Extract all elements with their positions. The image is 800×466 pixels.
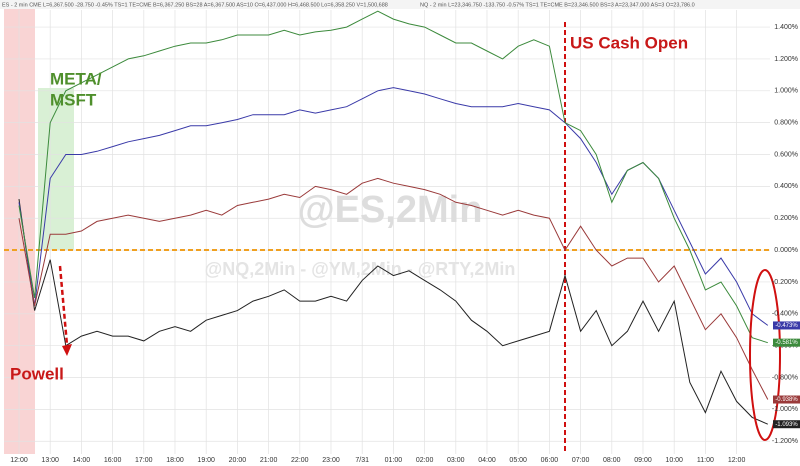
x-tick-label: 08:00 bbox=[603, 457, 621, 464]
x-tick-label: 07:00 bbox=[572, 457, 590, 464]
price-tag bbox=[773, 338, 800, 347]
x-tick-label: 04:00 bbox=[478, 457, 496, 464]
series-line bbox=[18, 199, 768, 425]
y-tick-label: 1.000% bbox=[774, 88, 798, 95]
y-tick-label: -1.200% bbox=[772, 438, 798, 445]
header-text: NQ - 2 min L=23,346.750 -133.750 -0.57% … bbox=[420, 2, 695, 8]
series-line bbox=[18, 10, 768, 344]
x-tick-label: 12:00 bbox=[728, 457, 746, 464]
highlight-ellipse bbox=[749, 269, 781, 441]
x-tick-label: 03:00 bbox=[447, 457, 465, 464]
y-tick-label: -1.000% bbox=[772, 406, 798, 413]
x-tick-label: 23:00 bbox=[322, 457, 340, 464]
x-tick-label: 16:00 bbox=[104, 457, 122, 464]
watermark: @NQ,2Min - @YM,2Min - @RTY,2Min bbox=[205, 259, 516, 279]
annotation: META/ bbox=[50, 69, 102, 88]
price-tag-label: -0.581% bbox=[775, 340, 798, 346]
x-tick-label: 20:00 bbox=[229, 457, 247, 464]
x-tick-label: 21:00 bbox=[260, 457, 278, 464]
y-tick-label: 0.400% bbox=[774, 183, 798, 190]
x-tick-label: 19:00 bbox=[197, 457, 215, 464]
x-tick-label: 01:00 bbox=[385, 457, 403, 464]
x-tick-label: 14:00 bbox=[73, 457, 91, 464]
x-tick-label: 22:00 bbox=[291, 457, 309, 464]
x-tick-label: 11:00 bbox=[697, 457, 714, 464]
x-tick-label: 05:00 bbox=[509, 457, 527, 464]
y-tick-label: -0.800% bbox=[772, 374, 798, 381]
annotation: US Cash Open bbox=[570, 33, 688, 52]
price-tag-label: -1.093% bbox=[775, 422, 798, 428]
price-tag bbox=[773, 321, 800, 330]
y-tick-label: -0.200% bbox=[772, 279, 798, 286]
x-tick-label: 17:00 bbox=[135, 457, 153, 464]
watermark: @ES,2Min bbox=[298, 189, 483, 231]
x-tick-label: 09:00 bbox=[634, 457, 652, 464]
annotation: Powell bbox=[10, 364, 64, 383]
price-tag bbox=[773, 395, 800, 404]
x-tick-label: 7/31 bbox=[355, 457, 369, 464]
y-tick-label: -0.400% bbox=[772, 311, 798, 318]
grid bbox=[4, 10, 770, 454]
y-tick-label: 0.800% bbox=[774, 120, 798, 127]
x-tick-label: 12:00 bbox=[10, 457, 28, 464]
series-line bbox=[18, 177, 769, 400]
x-tick-label: 02:00 bbox=[416, 457, 434, 464]
y-tick-label: 0.000% bbox=[774, 247, 798, 254]
y-tick-label: 1.200% bbox=[774, 56, 798, 63]
arrow bbox=[58, 265, 69, 346]
lines bbox=[18, 10, 769, 425]
price-tag bbox=[773, 420, 800, 429]
x-tick-label: 18:00 bbox=[166, 457, 184, 464]
y-tick-label: 0.200% bbox=[774, 215, 798, 222]
powell-shade bbox=[4, 8, 35, 454]
x-tick-label: 13:00 bbox=[41, 457, 59, 464]
annotation: MSFT bbox=[50, 90, 97, 109]
price-tag-label: -0.473% bbox=[775, 323, 798, 329]
y-tick-label: 1.400% bbox=[774, 24, 798, 31]
x-tick-label: 06:00 bbox=[541, 457, 559, 464]
header-bar bbox=[0, 0, 800, 9]
x-tick-label: 10:00 bbox=[665, 457, 683, 464]
header-text: ES - 2 min CME L=6,367.500 -28.750 -0.45… bbox=[2, 2, 388, 8]
arrow-head bbox=[62, 344, 72, 356]
y-tick-label: 0.600% bbox=[774, 151, 798, 158]
price-tag-label: -0.938% bbox=[775, 397, 798, 403]
